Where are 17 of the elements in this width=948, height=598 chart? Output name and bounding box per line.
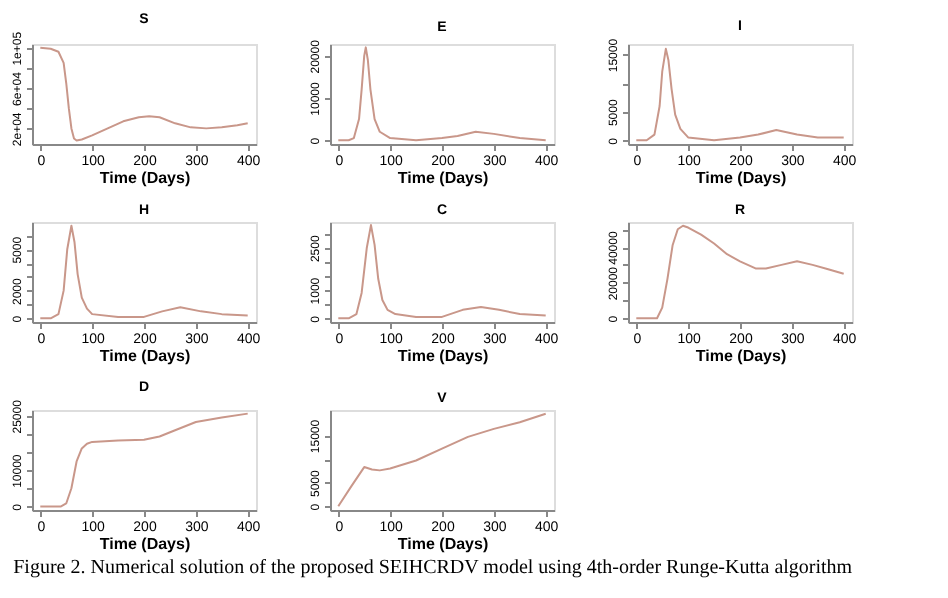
x-axis-title: Time (Days): [99, 535, 191, 553]
x-axis-title: Time (Days): [397, 347, 489, 365]
line-series: [39, 412, 249, 508]
line-series: [39, 46, 249, 142]
x-axis-title: Time (Days): [695, 347, 787, 365]
line-series: [337, 412, 547, 508]
x-axis-title: Time (Days): [397, 169, 489, 187]
x-axis-title: Time (Days): [397, 535, 489, 553]
line-series: [337, 224, 547, 320]
x-axis-title: Time (Days): [99, 169, 191, 187]
line-series: [635, 47, 845, 142]
x-axis-title: Time (Days): [695, 169, 787, 187]
caption: Figure 2. Numerical solution of the proposed SEIHCRDV model using 4th-order Runge-Kutta algorithm: [13, 557, 853, 579]
line-series: [337, 46, 547, 142]
x-axis-title: Time (Days): [99, 347, 191, 365]
line-series: [635, 224, 845, 320]
line-series: [39, 224, 249, 320]
